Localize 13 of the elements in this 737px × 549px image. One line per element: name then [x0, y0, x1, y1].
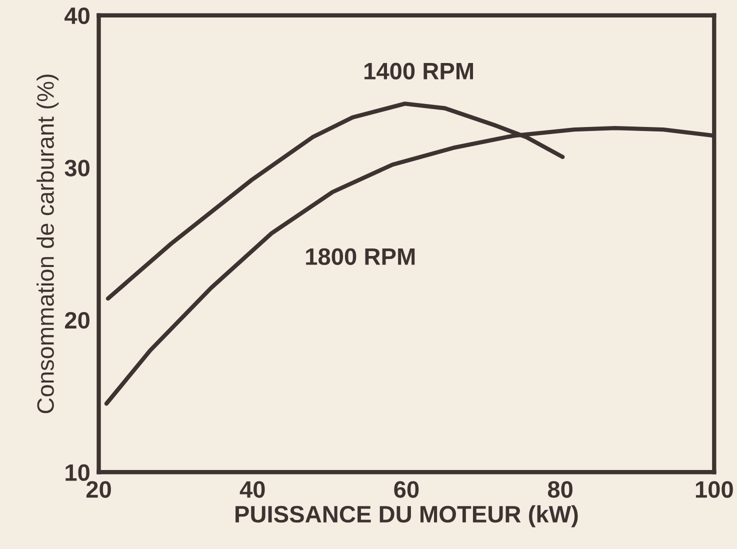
- x-tick-label: 100: [696, 481, 733, 498]
- y-tick-label: 30: [64, 160, 90, 176]
- series-label: 1800 RPM: [306, 248, 415, 265]
- x-axis-title: PUISSANCE DU MOTEUR (kW): [236, 505, 578, 528]
- y-tick-label: 20: [64, 312, 90, 329]
- x-tick-label: 40: [240, 481, 265, 498]
- x-tick-label: 20: [86, 481, 111, 498]
- x-tick-label: 80: [548, 481, 572, 498]
- series-label: 1400 RPM: [364, 62, 474, 80]
- x-tick-label: 60: [394, 481, 419, 498]
- y-tick-label: 10: [66, 464, 90, 481]
- y-tick-label: 40: [64, 7, 90, 24]
- y-axis-title: Consommation de carburant (%): [36, 74, 59, 414]
